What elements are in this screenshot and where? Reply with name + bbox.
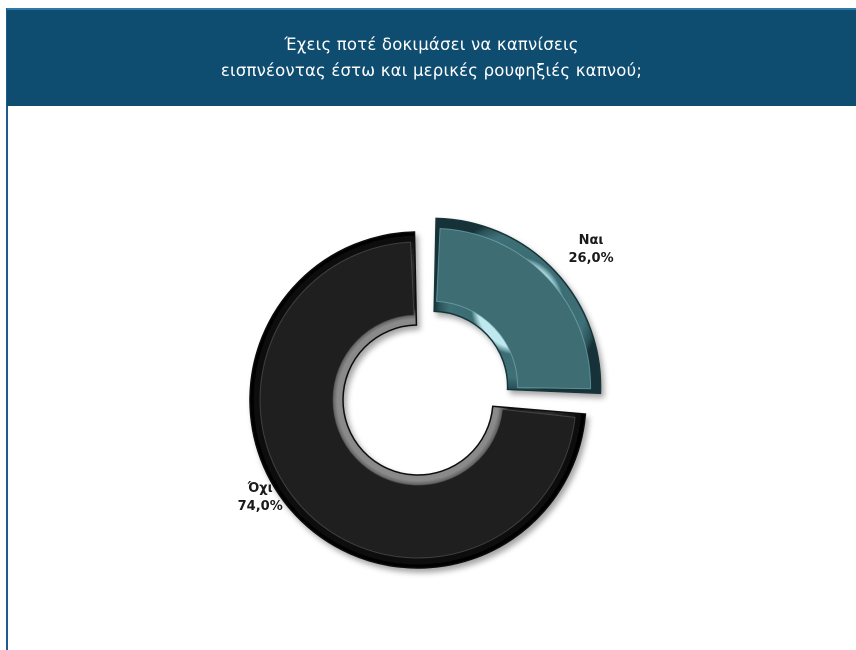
chart-title-line-2: εισπνέοντας έστω και μερικές ρουφηξιές κ… (220, 61, 643, 80)
donut-slice-face-nai (436, 227, 592, 390)
chart-title-line-1: Έχεις ποτέ δοκιμάσει να καπνίσεις (284, 35, 579, 54)
slice-label-ochi: Όχι (247, 481, 273, 496)
slice-value-nai: 26,0% (569, 251, 614, 266)
slice-labels: Ναι 26,0% Όχι 74,0% (238, 233, 614, 514)
donut-slice-face-ochi (259, 241, 576, 559)
slice-label-nai: Ναι (579, 233, 604, 248)
chart-header: Έχεις ποτέ δοκιμάσει να καπνίσεις εισπνέ… (7, 8, 856, 106)
donut-slices (249, 217, 602, 569)
left-border (6, 8, 8, 650)
slice-value-ochi: 74,0% (238, 499, 283, 514)
